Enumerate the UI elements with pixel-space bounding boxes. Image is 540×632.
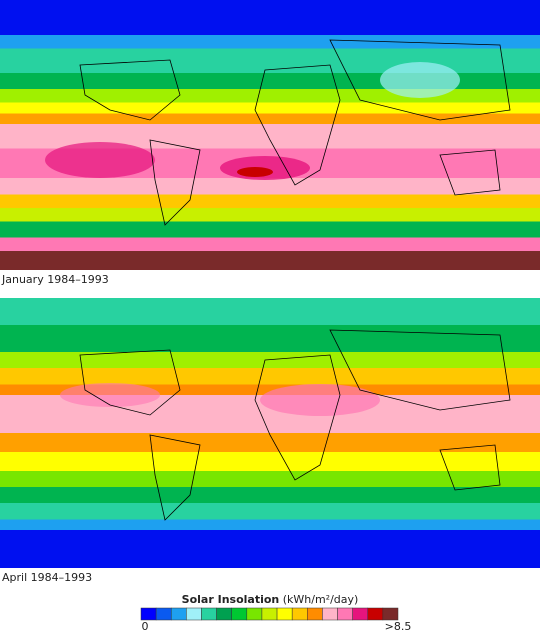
legend-swatch xyxy=(246,607,263,621)
map-region xyxy=(237,167,273,177)
legend-swatch xyxy=(261,607,278,621)
january-map xyxy=(0,0,540,270)
legend-min-label: 0 xyxy=(142,620,149,632)
map-region xyxy=(45,142,155,178)
legend-max-label: >8.5 xyxy=(385,620,412,632)
legend-swatch xyxy=(216,607,232,621)
legend-swatch xyxy=(276,607,293,621)
map-background xyxy=(0,0,540,270)
map-caption: January 1984–1993 xyxy=(1,273,109,286)
legend-swatch xyxy=(322,607,338,621)
coastline xyxy=(79,39,511,226)
map-region xyxy=(260,384,380,416)
legend-swatch xyxy=(291,607,308,621)
map-background xyxy=(0,298,540,568)
legend-title-main: Solar Insolation xyxy=(182,593,280,606)
map-region xyxy=(60,383,160,407)
legend-swatch xyxy=(352,607,369,621)
legend-title: Solar Insolation (kWh/m²/day) xyxy=(182,593,359,606)
legend-swatch xyxy=(307,607,323,621)
legend-units: (kWh/m²/day) xyxy=(283,593,359,606)
legend-swatch xyxy=(186,607,202,621)
legend-swatch xyxy=(382,607,399,621)
legend-swatch xyxy=(201,607,217,621)
legend-swatch xyxy=(367,607,384,621)
coastline xyxy=(79,329,511,521)
map-caption: April 1984–1993 xyxy=(2,571,92,584)
legend-swatch xyxy=(337,607,353,621)
april-map xyxy=(0,298,540,568)
map-region xyxy=(380,62,460,98)
legend-swatch xyxy=(140,607,157,621)
legend-swatch xyxy=(231,607,248,621)
legend-swatch xyxy=(155,607,172,621)
legend-scale xyxy=(140,607,399,621)
legend-swatch xyxy=(170,607,187,621)
